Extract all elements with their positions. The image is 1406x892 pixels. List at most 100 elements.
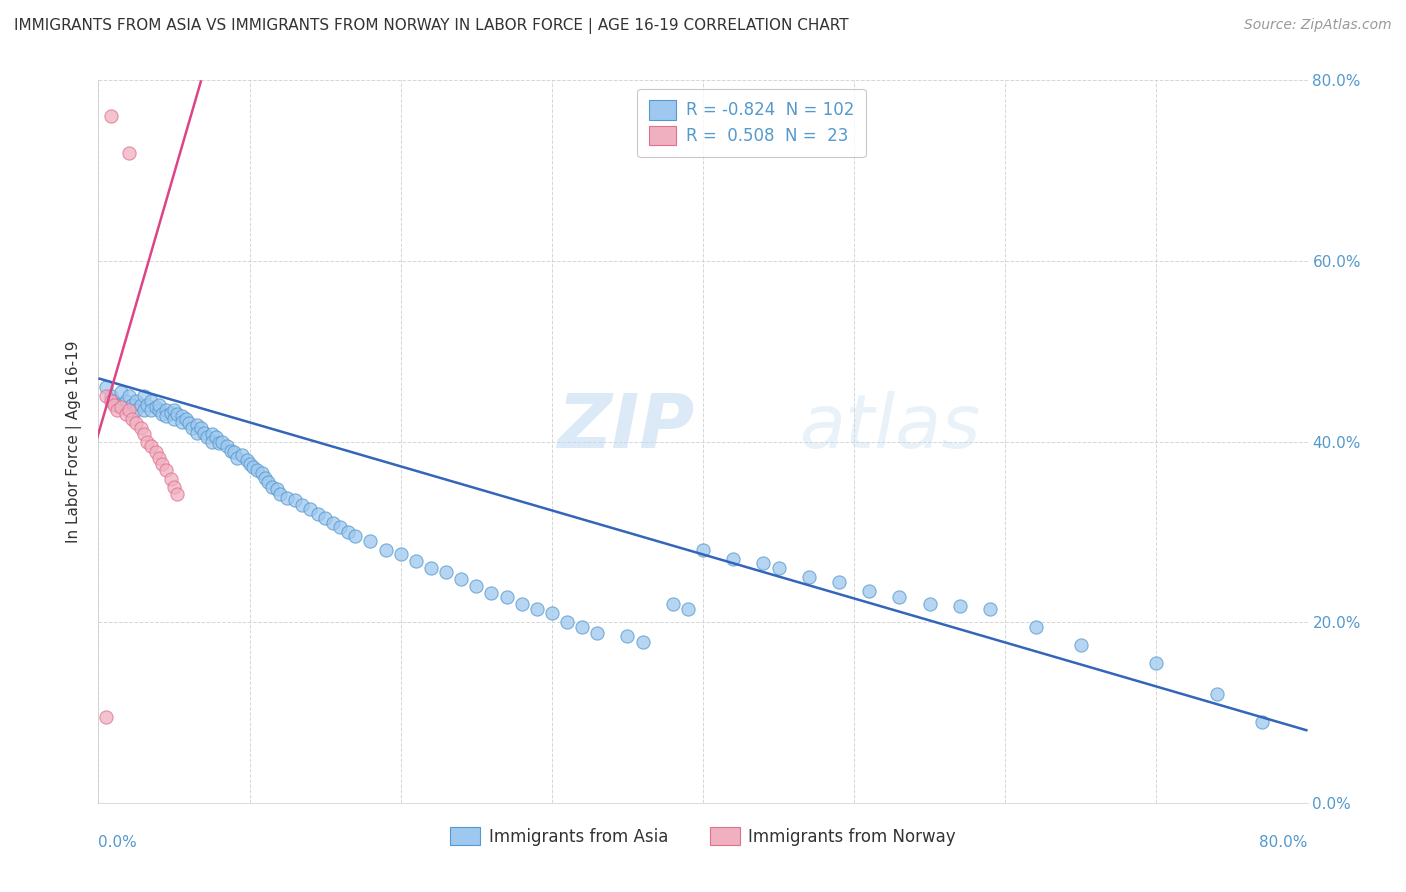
Point	[174, 412, 197, 426]
Point	[586, 626, 609, 640]
Point	[193, 425, 215, 440]
Point	[676, 601, 699, 615]
Point	[276, 491, 298, 505]
Point	[145, 401, 167, 415]
Point	[160, 473, 183, 487]
Point	[1024, 620, 1046, 634]
Text: 0.0%: 0.0%	[98, 835, 138, 850]
Point	[110, 401, 132, 415]
Point	[195, 430, 218, 444]
Point	[170, 409, 193, 424]
Point	[100, 393, 122, 408]
Point	[118, 389, 141, 403]
Point	[250, 466, 273, 480]
Point	[540, 606, 562, 620]
Point	[100, 109, 122, 123]
Point	[1070, 638, 1092, 652]
Point	[135, 398, 157, 412]
Point	[918, 597, 941, 611]
Point	[150, 408, 173, 422]
Point	[616, 629, 638, 643]
Point	[571, 620, 593, 634]
Point	[858, 583, 880, 598]
Point	[105, 398, 128, 412]
Point	[1144, 656, 1167, 670]
Y-axis label: In Labor Force | Age 16-19: In Labor Force | Age 16-19	[66, 340, 83, 543]
Point	[129, 398, 152, 412]
Point	[336, 524, 359, 539]
Point	[360, 533, 382, 548]
Point	[631, 635, 654, 649]
Point	[224, 445, 246, 459]
Point	[148, 403, 170, 417]
Point	[114, 408, 136, 422]
Point	[495, 590, 517, 604]
Point	[125, 417, 148, 431]
Point	[374, 542, 396, 557]
Point	[186, 418, 208, 433]
Point	[510, 597, 533, 611]
Point	[307, 507, 329, 521]
Point	[163, 403, 186, 417]
Point	[208, 436, 231, 450]
Point	[481, 586, 503, 600]
Point	[118, 403, 141, 417]
Point	[129, 421, 152, 435]
Point	[246, 463, 269, 477]
Point	[179, 417, 201, 431]
Point	[768, 561, 790, 575]
Point	[205, 430, 228, 444]
Point	[155, 463, 177, 477]
Point	[148, 398, 170, 412]
Point	[239, 457, 262, 471]
Point	[221, 443, 243, 458]
Point	[692, 542, 714, 557]
Point	[118, 145, 141, 160]
Point	[141, 439, 163, 453]
Point	[110, 384, 132, 399]
Point	[170, 415, 193, 429]
Point	[1251, 714, 1274, 729]
Point	[797, 570, 820, 584]
Point	[103, 393, 125, 408]
Point	[405, 554, 427, 568]
Point	[211, 434, 233, 449]
Text: atlas: atlas	[800, 391, 981, 463]
Text: Source: ZipAtlas.com: Source: ZipAtlas.com	[1244, 18, 1392, 32]
Point	[125, 403, 148, 417]
Point	[100, 389, 122, 403]
Point	[201, 427, 224, 442]
Point	[94, 389, 117, 403]
Point	[299, 502, 322, 516]
Text: ZIP: ZIP	[558, 391, 695, 464]
Point	[155, 409, 177, 424]
Point	[889, 590, 911, 604]
Point	[125, 393, 148, 408]
Point	[201, 434, 224, 449]
Point	[465, 579, 488, 593]
Point	[163, 480, 186, 494]
Point	[166, 408, 188, 422]
Point	[150, 457, 173, 471]
Point	[215, 439, 238, 453]
Point	[163, 412, 186, 426]
Point	[135, 434, 157, 449]
Point	[329, 520, 352, 534]
Point	[389, 548, 412, 562]
Point	[235, 452, 257, 467]
Point	[555, 615, 578, 630]
Point	[226, 450, 249, 465]
Point	[105, 403, 128, 417]
Point	[262, 480, 284, 494]
Point	[231, 448, 253, 462]
Point	[94, 710, 117, 724]
Text: IMMIGRANTS FROM ASIA VS IMMIGRANTS FROM NORWAY IN LABOR FORCE | AGE 16-19 CORREL: IMMIGRANTS FROM ASIA VS IMMIGRANTS FROM …	[14, 18, 849, 34]
Point	[344, 529, 367, 543]
Point	[94, 380, 117, 394]
Point	[141, 403, 163, 417]
Point	[322, 516, 344, 530]
Point	[121, 412, 143, 426]
Point	[121, 398, 143, 412]
Point	[314, 511, 336, 525]
Point	[114, 393, 136, 408]
